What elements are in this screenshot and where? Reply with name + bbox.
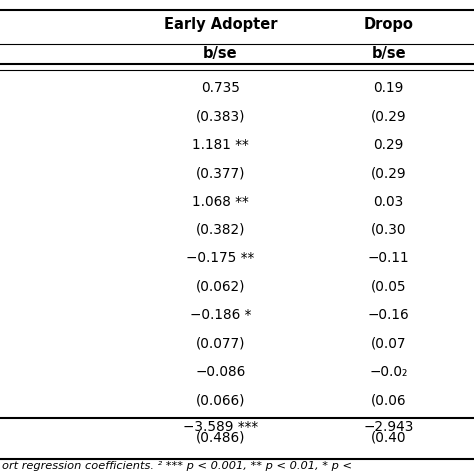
Text: (0.05: (0.05 [371,280,407,294]
Text: −3.589 ***: −3.589 *** [183,420,258,434]
Text: (0.06: (0.06 [371,393,406,407]
Text: 0.29: 0.29 [374,138,404,152]
Text: −0.11: −0.11 [368,251,410,265]
Text: (0.29: (0.29 [371,166,407,180]
Text: −0.175 **: −0.175 ** [186,251,255,265]
Text: 0.735: 0.735 [201,81,240,95]
Text: (0.40: (0.40 [371,430,406,444]
Text: Early Adopter: Early Adopter [164,17,277,32]
Text: (0.062): (0.062) [196,280,245,294]
Text: (0.077): (0.077) [196,337,245,350]
Text: b/se: b/se [203,46,238,61]
Text: 1.181 **: 1.181 ** [192,138,249,152]
Text: (0.07: (0.07 [371,337,406,350]
Text: −0.086: −0.086 [195,365,246,379]
Text: (0.383): (0.383) [196,109,245,124]
Text: Dropo: Dropo [364,17,414,32]
Text: −0.16: −0.16 [368,308,410,322]
Text: −0.186 *: −0.186 * [190,308,251,322]
Text: (0.377): (0.377) [196,166,245,180]
Text: (0.066): (0.066) [196,393,245,407]
Text: 0.03: 0.03 [374,194,404,209]
Text: −0.0₂: −0.0₂ [370,365,408,379]
Text: 0.19: 0.19 [374,81,404,95]
Text: (0.382): (0.382) [196,223,245,237]
Text: b/se: b/se [371,46,406,61]
Text: −2.943: −2.943 [364,420,414,434]
Text: ort regression coefficients. ² *** p < 0.001, ** p < 0.01, * p <: ort regression coefficients. ² *** p < 0… [2,461,352,471]
Text: (0.30: (0.30 [371,223,406,237]
Text: 1.068 **: 1.068 ** [192,194,249,209]
Text: (0.29: (0.29 [371,109,407,124]
Text: (0.486): (0.486) [196,430,245,444]
